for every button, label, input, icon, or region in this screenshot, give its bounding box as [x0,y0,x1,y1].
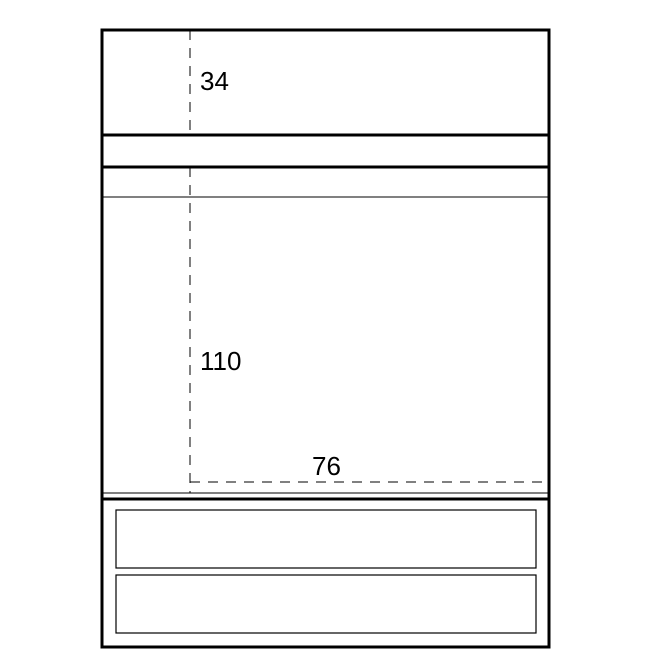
canvas-bg [0,0,665,665]
dim-mid-width: 76 [312,451,341,481]
dim-top-height: 34 [200,66,229,96]
dim-mid-height: 110 [200,346,241,376]
